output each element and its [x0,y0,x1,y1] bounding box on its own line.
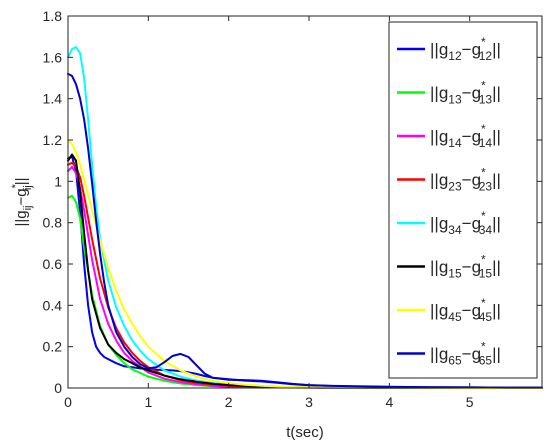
y-tick-label: 0 [54,380,62,396]
plot-frame [67,15,543,389]
y-axis-ticks: 0 0.2 0.4 0.6 0.8 1 1.2 1.4 1.6 1.8 [43,8,542,396]
legend-item: ||g45−g* 45|| [397,296,501,324]
y-label-mid: −g [13,188,30,205]
y-tick-label: 1.2 [43,132,63,148]
legend-label: ||g14−g* 14|| [430,122,501,150]
x-axis-ticks: 0 1 2 3 4 5 [64,16,474,410]
y-label-end: || [13,177,30,185]
y-tick-label: 1 [54,173,62,189]
x-tick-label: 0 [64,394,72,410]
x-tick-label: 1 [144,394,152,410]
y-tick-label: 1.4 [43,91,63,107]
y-label-sub2: ij [22,185,34,190]
x-tick-label: 5 [466,394,474,410]
series-line-65 [67,72,543,389]
legend-label: ||g15−g* 15|| [430,253,501,281]
legend-box [388,21,538,379]
legend-label: ||g34−g* 34|| [430,209,501,237]
legend-item: ||g14−g* 14|| [397,122,501,150]
y-tick-label: 0.2 [43,339,63,355]
legend-label: ||g23−g* 23|| [430,166,501,194]
legend-label: ||g13−g* 13|| [430,79,501,107]
legend-label: ||g45−g* 45|| [430,296,501,324]
legend-item: ||g34−g* 34|| [397,209,501,237]
y-tick-label: 0.4 [43,297,63,313]
legend-item: ||g65−g* 65|| [397,340,501,368]
y-label-base: ||g [13,210,30,226]
y-tick-label: 1.8 [43,8,63,24]
y-tick-label: 0.8 [43,215,63,231]
y-axis-label: ||gij−g*ij|| [10,177,34,226]
x-axis-label: t(sec) [286,424,324,441]
legend-label: ||g65−g* 65|| [430,340,501,368]
y-label-sup: * [10,183,22,188]
legend: ||g12−g* 12|| ||g13−g* 13|| ||g14−g* 14|| ||g2… [388,21,538,379]
x-tick-label: 3 [305,394,313,410]
x-tick-label: 4 [385,394,393,410]
x-tick-label: 2 [225,394,233,410]
legend-item: ||g12−g* 12|| [397,35,501,63]
legend-item: ||g13−g* 13|| [397,79,501,107]
legend-label: ||g12−g* 12|| [430,35,501,63]
legend-item: ||g15−g* 15|| [397,253,501,281]
y-label-sub1: ij [22,206,34,211]
legend-item: ||g23−g* 23|| [397,166,501,194]
legend-items: ||g12−g* 12|| ||g13−g* 13|| ||g14−g* 14|| ||g2… [397,35,501,368]
y-tick-label: 1.6 [43,49,63,65]
y-tick-label: 0.6 [43,256,63,272]
